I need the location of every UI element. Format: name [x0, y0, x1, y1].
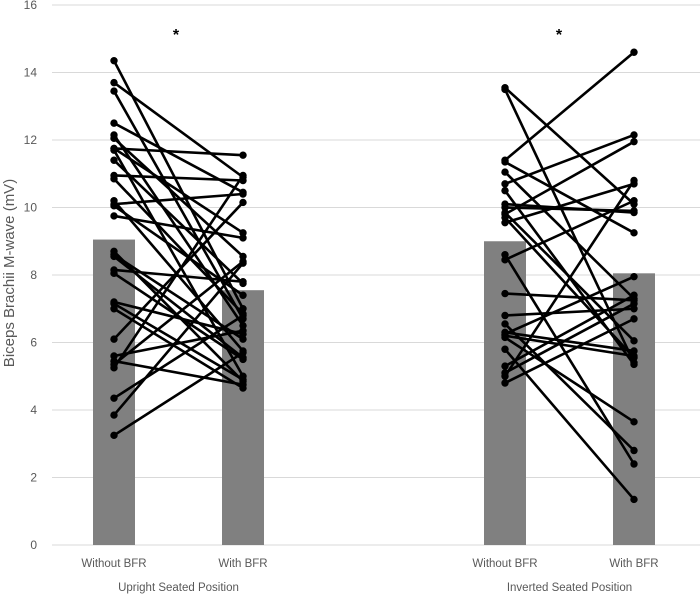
data-point — [501, 256, 508, 263]
data-point — [501, 379, 508, 386]
y-tick-label: 12 — [24, 133, 38, 147]
data-point — [501, 373, 508, 380]
data-point — [110, 253, 117, 260]
data-point — [630, 447, 637, 454]
x-category-label: With BFR — [609, 558, 658, 570]
data-point — [239, 327, 246, 334]
data-point — [110, 87, 117, 94]
data-point — [630, 352, 637, 359]
data-point — [110, 157, 117, 164]
data-point — [239, 278, 246, 285]
data-point — [110, 212, 117, 219]
data-point — [110, 394, 117, 401]
data-point — [239, 199, 246, 206]
data-point — [630, 496, 637, 503]
significance-marker: * — [556, 27, 563, 44]
data-point — [239, 349, 246, 356]
data-point — [630, 337, 637, 344]
data-point — [630, 300, 637, 307]
data-point — [501, 290, 508, 297]
data-point — [239, 234, 246, 241]
data-point — [630, 315, 637, 322]
bar — [93, 240, 135, 545]
data-point — [239, 172, 246, 179]
data-point — [501, 312, 508, 319]
data-point — [110, 175, 117, 182]
data-point — [110, 432, 117, 439]
data-point — [239, 292, 246, 299]
paired-line — [114, 148, 243, 155]
data-point — [630, 460, 637, 467]
data-point — [110, 146, 117, 153]
data-point — [630, 361, 637, 368]
y-tick-label: 14 — [24, 66, 38, 80]
data-point — [630, 207, 637, 214]
data-point — [110, 270, 117, 277]
group-label: Upright Seated Position — [118, 582, 239, 594]
data-point — [630, 138, 637, 145]
paired-lines — [114, 52, 634, 499]
data-point — [630, 292, 637, 299]
x-category-label: Without BFR — [81, 558, 146, 570]
data-point — [501, 158, 508, 165]
data-point — [110, 57, 117, 64]
y-tick-label: 16 — [24, 0, 38, 12]
data-point — [501, 168, 508, 175]
paired-line — [505, 162, 634, 233]
data-point — [501, 346, 508, 353]
bars — [93, 240, 655, 545]
data-point — [630, 49, 637, 56]
data-point — [501, 86, 508, 93]
data-point — [110, 119, 117, 126]
x-category-label: With BFR — [218, 558, 267, 570]
y-tick-label: 2 — [30, 471, 37, 485]
data-point — [501, 334, 508, 341]
data-point — [110, 305, 117, 312]
data-point — [110, 335, 117, 342]
y-tick-label: 0 — [30, 538, 37, 552]
bar — [613, 273, 655, 545]
data-point — [110, 411, 117, 418]
data-point — [239, 381, 246, 388]
data-point — [239, 190, 246, 197]
data-point — [501, 320, 508, 327]
data-point — [501, 362, 508, 369]
bar — [484, 241, 526, 545]
significance-marker: * — [173, 27, 180, 44]
y-tick-label: 4 — [30, 403, 37, 417]
y-tick-label: 6 — [30, 336, 37, 350]
data-point — [110, 135, 117, 142]
y-tick-label: 10 — [24, 201, 38, 215]
data-point — [501, 219, 508, 226]
data-point — [239, 312, 246, 319]
data-point — [501, 180, 508, 187]
x-category-label: Without BFR — [472, 558, 537, 570]
group-label: Inverted Seated Position — [507, 582, 632, 594]
data-point — [239, 259, 246, 266]
data-point — [630, 131, 637, 138]
data-point — [110, 202, 117, 209]
data-point — [501, 187, 508, 194]
data-point — [239, 151, 246, 158]
data-point — [110, 79, 117, 86]
data-point — [110, 364, 117, 371]
y-axis-title: Biceps Brachii M-wave (mV) — [1, 179, 18, 367]
data-point — [630, 418, 637, 425]
data-point — [630, 177, 637, 184]
data-point — [630, 273, 637, 280]
data-point — [630, 229, 637, 236]
data-point — [630, 197, 637, 204]
y-tick-label: 8 — [30, 268, 37, 282]
data-point — [239, 356, 246, 363]
